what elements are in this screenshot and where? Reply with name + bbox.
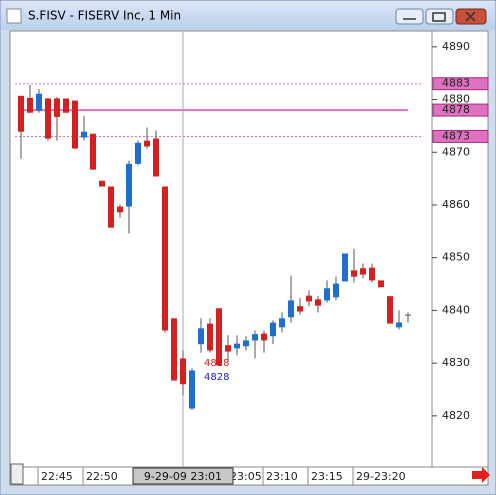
minimize-button[interactable]: [395, 8, 424, 25]
level-label: 4883: [442, 77, 470, 90]
candle-body: [315, 299, 321, 306]
candle-body: [378, 280, 384, 288]
cursor-box: [132, 467, 234, 485]
candle-body: [189, 370, 195, 409]
x-tick-label: 22:50: [86, 470, 118, 483]
x-tick-label: 23:10: [266, 470, 298, 483]
window-title: S.FISV - FISERV Inc, 1 Min: [28, 9, 181, 23]
candle-body: [234, 343, 240, 349]
candle-body: [54, 98, 60, 117]
candle-body: [63, 98, 69, 113]
candle-body: [333, 283, 339, 298]
candle-body: [207, 323, 213, 351]
candle-body: [36, 93, 42, 111]
candle-body: [135, 142, 141, 164]
candle-body: [288, 300, 294, 318]
x-tick-label: 22:45: [41, 470, 73, 483]
x-tick-label: 29-23:20: [356, 470, 406, 483]
candle-body: [27, 97, 33, 113]
candle-body: [405, 314, 411, 316]
level-tag: [432, 129, 489, 143]
cursor-label: 9-29-09 23:01: [144, 470, 222, 483]
y-tick-label: 4840: [442, 303, 470, 316]
y-tick-label: 4870: [442, 145, 470, 158]
candle-body: [261, 333, 267, 341]
candle-body: [117, 206, 123, 213]
level-tag: [432, 77, 489, 91]
y-tick-label: 4850: [442, 251, 470, 264]
candle-body: [279, 318, 285, 328]
y-tick-label: 4830: [442, 356, 470, 369]
candle-body: [198, 328, 204, 345]
candle-body: [72, 100, 78, 149]
scroll-arrow[interactable]: [472, 467, 490, 483]
candle-body: [171, 318, 177, 381]
candle-body: [342, 253, 348, 282]
candle-body: [306, 295, 312, 302]
candle-body: [270, 322, 276, 337]
candle-body: [144, 140, 150, 147]
candle-body: [243, 340, 249, 347]
candle-body: [18, 95, 24, 132]
y-tick-label: 4880: [442, 93, 470, 106]
candle-body: [360, 268, 366, 275]
candle-body: [180, 358, 186, 385]
price-annotation: 4828: [204, 358, 229, 369]
scroll-thumb[interactable]: [10, 463, 24, 485]
candle-body: [108, 186, 114, 228]
candle-body: [351, 270, 357, 277]
x-tick-label: 23:15: [311, 470, 343, 483]
candle-body: [252, 334, 258, 341]
level-label: 4873: [442, 129, 470, 142]
level-tag: [432, 103, 489, 117]
candle-body: [369, 267, 375, 281]
x-tick-label: 23:05: [230, 470, 262, 483]
app-icon: [6, 8, 22, 24]
candle-body: [216, 308, 222, 366]
candle-body: [225, 345, 231, 352]
candle-body: [99, 180, 105, 187]
candle-body: [126, 163, 132, 207]
price-annotation: 4828: [204, 372, 229, 383]
y-tick-label: 4820: [442, 409, 470, 422]
candle-body: [297, 306, 303, 312]
candle-body: [396, 322, 402, 328]
candle-body: [45, 98, 51, 139]
y-tick-label: 4890: [442, 40, 470, 53]
chart-area: [9, 30, 489, 468]
candle-body: [90, 133, 96, 170]
candle-body: [324, 288, 330, 301]
level-label: 4878: [442, 103, 470, 116]
candle-body: [162, 186, 168, 331]
candle-body: [153, 138, 159, 177]
button-glyphs: [403, 11, 476, 22]
y-tick-label: 4860: [442, 198, 470, 211]
candle-body: [387, 296, 393, 324]
candle-body: [81, 131, 87, 138]
